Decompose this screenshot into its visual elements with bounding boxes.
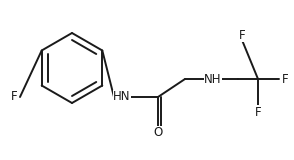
Text: F: F bbox=[239, 28, 245, 41]
Text: F: F bbox=[11, 91, 17, 104]
Text: O: O bbox=[153, 127, 163, 140]
Text: HN: HN bbox=[113, 91, 131, 104]
Text: F: F bbox=[282, 72, 288, 85]
Text: F: F bbox=[255, 105, 261, 119]
Text: NH: NH bbox=[204, 72, 222, 85]
